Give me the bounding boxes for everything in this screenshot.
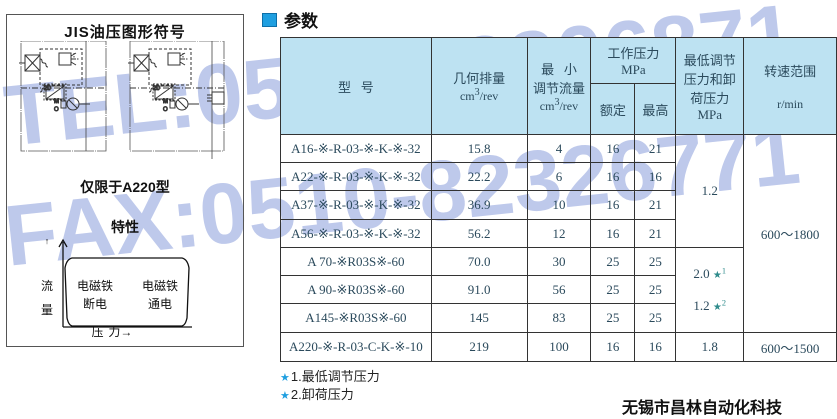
svg-text:20: 20 (153, 86, 160, 92)
svg-text:M: M (54, 99, 59, 105)
svg-text:断电: 断电 (83, 296, 107, 311)
svg-text:20: 20 (44, 86, 51, 92)
svg-text:流: 流 (41, 279, 53, 293)
svg-text:量: 量 (41, 303, 53, 317)
svg-text:通电: 通电 (148, 297, 172, 311)
svg-text:O: O (163, 107, 168, 113)
svg-text:电磁铁: 电磁铁 (142, 278, 178, 293)
svg-text:O: O (54, 107, 59, 113)
svg-text:压 力→: 压 力→ (92, 325, 133, 337)
svg-text:M: M (163, 99, 168, 105)
svg-text:电磁铁: 电磁铁 (77, 278, 113, 293)
svg-text:↑: ↑ (45, 236, 50, 246)
